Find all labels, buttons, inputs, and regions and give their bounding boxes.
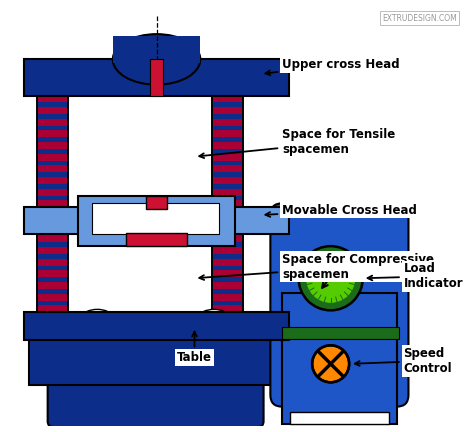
Text: EXTRUDESIGN.COM: EXTRUDESIGN.COM [383, 14, 457, 23]
Bar [146, 196, 167, 209]
Bar [38, 95, 67, 102]
Bar [213, 119, 242, 126]
Bar [290, 413, 389, 424]
Bar [38, 317, 67, 324]
Bar [212, 93, 243, 337]
Circle shape [299, 246, 363, 310]
Bar [38, 305, 67, 312]
Bar [38, 235, 67, 242]
Bar [213, 317, 242, 324]
Bar [38, 165, 67, 172]
Bar [282, 293, 397, 424]
Text: Movable Cross Head: Movable Cross Head [265, 203, 417, 217]
Bar [213, 107, 242, 114]
Bar [38, 189, 67, 196]
Bar [213, 305, 242, 312]
Bar [49, 380, 263, 421]
Bar [213, 95, 242, 102]
Bar [284, 312, 395, 395]
Bar [37, 93, 68, 337]
Text: Table: Table [177, 332, 212, 364]
Bar [38, 259, 67, 266]
Text: Load
Indicator: Load Indicator [367, 262, 463, 290]
Bar [282, 327, 399, 339]
Bar [213, 329, 242, 336]
Circle shape [312, 345, 349, 382]
Bar [127, 232, 187, 246]
Bar [113, 36, 201, 64]
Bar [78, 196, 236, 246]
FancyBboxPatch shape [270, 203, 409, 407]
Bar [213, 130, 242, 137]
Bar [38, 212, 67, 219]
Bar [38, 282, 67, 289]
Bar [213, 270, 242, 277]
Bar [38, 177, 67, 184]
Wedge shape [187, 309, 241, 337]
Bar [38, 270, 67, 277]
Bar [213, 189, 242, 196]
Bar [92, 203, 219, 235]
Bar [213, 259, 242, 266]
Bar [213, 224, 242, 231]
Bar [38, 224, 67, 231]
Bar [213, 294, 242, 301]
Wedge shape [70, 309, 125, 337]
Bar [213, 177, 242, 184]
Bar [213, 165, 242, 172]
Text: Upper cross Head: Upper cross Head [265, 58, 400, 75]
Bar [37, 93, 68, 337]
Bar [24, 60, 289, 96]
FancyBboxPatch shape [48, 375, 264, 427]
Bar [213, 142, 242, 149]
Bar [212, 93, 243, 337]
Bar [29, 337, 284, 385]
Bar [38, 154, 67, 161]
Bar [38, 107, 67, 114]
Bar [213, 235, 242, 242]
Ellipse shape [113, 34, 201, 85]
Bar [213, 154, 242, 161]
Bar [213, 212, 242, 219]
Bar [213, 247, 242, 254]
Bar [38, 119, 67, 126]
Bar [38, 247, 67, 254]
Bar [150, 60, 164, 96]
Bar [213, 282, 242, 289]
Bar [38, 200, 67, 207]
Bar [38, 294, 67, 301]
Text: Speed
Control: Speed Control [355, 347, 452, 375]
Bar [38, 142, 67, 149]
Bar [38, 329, 67, 336]
Circle shape [305, 253, 356, 304]
Text: Space for Tensile
spacemen: Space for Tensile spacemen [199, 128, 395, 158]
Bar [213, 200, 242, 207]
Bar [24, 312, 289, 340]
Bar [24, 207, 289, 235]
Text: Space for Compressive
spacemen: Space for Compressive spacemen [199, 253, 434, 280]
Bar [38, 130, 67, 137]
